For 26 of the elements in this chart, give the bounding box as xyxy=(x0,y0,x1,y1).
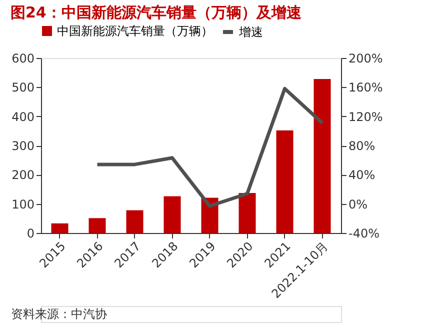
y-tick-label: 200 xyxy=(12,168,34,182)
y-tick-label: 500 xyxy=(12,80,34,95)
line-series xyxy=(96,86,324,208)
bar xyxy=(164,196,181,233)
bar xyxy=(126,210,144,233)
y2-tick-label: 40% xyxy=(348,168,376,182)
y2-tick-label: 80% xyxy=(348,139,376,153)
y2-tick-label: 160% xyxy=(348,80,383,95)
y2-tick-label: 200% xyxy=(348,52,383,66)
y-tick-label: 400 xyxy=(12,110,34,124)
bar xyxy=(51,223,68,233)
legend-label: 中国新能源汽车销量（万辆） xyxy=(57,24,213,38)
y-tick-label: 100 xyxy=(12,197,34,212)
y2-tick-label: -40% xyxy=(348,226,380,240)
chart-title: 图24：中国新能源汽车销量（万辆）及增速 xyxy=(10,4,302,22)
y-tick-label: 600 xyxy=(12,52,34,66)
bar xyxy=(238,193,256,233)
bar xyxy=(314,79,331,233)
bar xyxy=(276,130,294,233)
y2-tick-label: 0% xyxy=(348,197,368,212)
y-tick-label: 0 xyxy=(26,226,34,240)
y-tick-label: 300 xyxy=(12,139,34,153)
bar xyxy=(88,218,106,233)
legend-label: 增速 xyxy=(238,25,263,39)
text: 资料来源：中汽协 xyxy=(11,307,107,321)
y2-tick-label: 120% xyxy=(348,110,383,124)
